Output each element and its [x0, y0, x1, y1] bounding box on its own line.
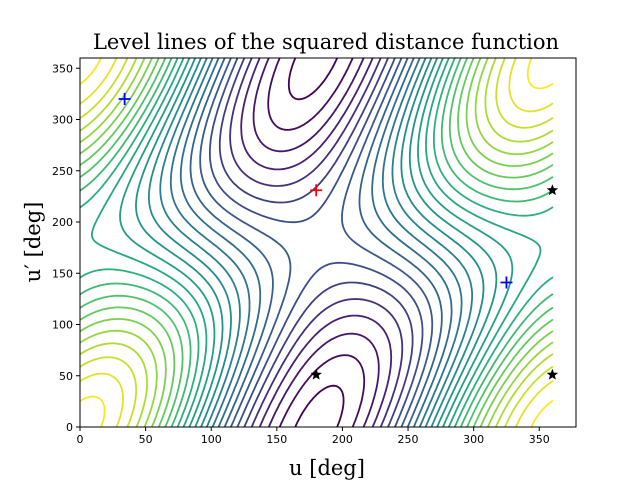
contour-level-1: [267, 58, 366, 427]
y-tick-label: 50: [59, 370, 73, 383]
contour-level-21: [80, 58, 554, 427]
saddle-plus-marker-1: [500, 276, 513, 289]
star-marker-2: [546, 184, 559, 196]
x-tick-label: 350: [529, 433, 550, 446]
contour-level-4: [229, 58, 404, 427]
x-tick-label: 0: [77, 433, 84, 446]
contour-level-22: [80, 58, 554, 427]
saddle-plus-marker-0: [118, 93, 131, 105]
x-axis-label: u [deg]: [289, 456, 365, 480]
x-axis-ticks: 0 50 100 150 200 250 300 350: [77, 427, 550, 446]
contour-level-20: [80, 58, 554, 427]
star-marker-0: [310, 368, 322, 380]
y-tick-label: 200: [52, 216, 73, 229]
y-axis-label: u′ [deg]: [21, 202, 45, 283]
contour-level-0: [287, 58, 345, 427]
contour-level-14: [119, 58, 514, 427]
chart-title: Level lines of the squared distance func…: [93, 30, 559, 54]
x-tick-label: 100: [201, 433, 222, 446]
x-tick-label: 150: [266, 433, 287, 446]
contour-level-3: [240, 58, 393, 427]
contour-level-6: [209, 58, 424, 427]
plot-frame: [79, 57, 577, 428]
contour-level-23: [80, 58, 554, 427]
contour-level-15: [91, 58, 542, 427]
y-tick-label: 250: [52, 165, 73, 178]
contour-level-9: [179, 58, 453, 427]
contour-level-12: [148, 58, 485, 427]
contour-level-8: [189, 58, 443, 427]
contour-level-7: [199, 58, 434, 427]
contour-level-10: [169, 58, 463, 427]
y-tick-label: 0: [66, 421, 73, 434]
y-tick-label: 300: [52, 114, 73, 127]
y-axis-ticks: 0 50 100 150 200 250 300 350: [52, 62, 80, 434]
star-marker-1: [546, 368, 559, 380]
x-tick-label: 50: [139, 433, 153, 446]
x-tick-label: 250: [398, 433, 419, 446]
y-tick-label: 350: [52, 62, 73, 75]
contour-level-5: [218, 58, 414, 427]
x-tick-label: 200: [332, 433, 353, 446]
contour-level-11: [159, 58, 473, 427]
x-tick-label: 300: [463, 433, 484, 446]
maximum-plus-marker: [310, 184, 323, 197]
contour-level-19: [80, 58, 554, 427]
y-tick-label: 100: [52, 319, 73, 332]
contour-lines: [80, 58, 554, 427]
contour-level-16: [80, 58, 554, 427]
contour-level-18: [80, 58, 554, 427]
y-tick-label: 150: [52, 267, 73, 280]
markers: [118, 93, 559, 380]
